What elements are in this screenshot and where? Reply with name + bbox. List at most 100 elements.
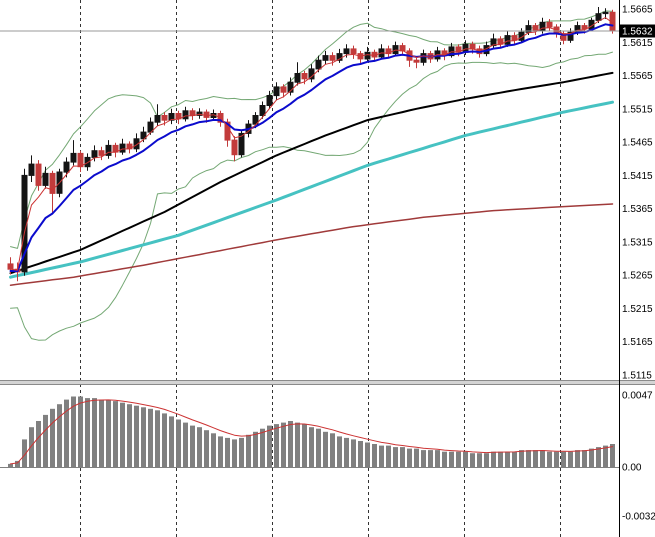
pane-separator[interactable] xyxy=(0,380,655,385)
pane-separator-band xyxy=(0,380,655,385)
histogram-bar xyxy=(582,450,587,467)
candle-body-up xyxy=(567,31,574,41)
histogram-bar xyxy=(330,433,335,467)
histogram-bar xyxy=(323,431,328,467)
histogram-bar xyxy=(477,453,482,467)
histogram-bar xyxy=(295,422,300,467)
candle-body-up xyxy=(119,143,126,153)
histogram-bar xyxy=(337,436,342,467)
histogram-bar xyxy=(365,442,370,467)
histogram-bar xyxy=(50,408,55,467)
histogram-bar xyxy=(484,453,489,467)
histogram-bar xyxy=(435,450,440,467)
histogram-bar xyxy=(309,427,314,467)
histogram-bar xyxy=(43,414,48,467)
price-axis-label: 1.5415 xyxy=(622,171,653,182)
candle-body-up xyxy=(273,86,280,97)
candle-body-up xyxy=(602,11,609,15)
histogram-bar xyxy=(344,437,349,467)
current-price-tag-label: 1.5632 xyxy=(622,27,653,38)
candle-body-down xyxy=(532,25,539,32)
histogram-bar xyxy=(183,422,188,467)
histogram-bar xyxy=(29,427,34,467)
candle-body-up xyxy=(322,55,329,61)
candle-body-up xyxy=(105,144,112,156)
candle-body-up xyxy=(91,150,98,158)
candle-body-up xyxy=(364,51,371,60)
candle-body-up xyxy=(448,46,455,57)
histogram-bar xyxy=(141,407,146,467)
histogram-bar xyxy=(498,451,503,467)
candle-body-up xyxy=(504,35,511,45)
histogram-bar xyxy=(428,450,433,467)
histogram-bar xyxy=(316,428,321,467)
histogram-bar xyxy=(148,408,153,467)
price-axis-label: 1.5315 xyxy=(622,237,653,248)
candle-body-up xyxy=(28,163,35,176)
histogram-bar xyxy=(22,439,27,467)
histogram-bar xyxy=(8,463,13,467)
bollinger-bands-upper xyxy=(10,10,613,249)
candle-body-up xyxy=(294,73,301,83)
histogram-bar xyxy=(267,425,272,467)
candle-body-down xyxy=(350,48,357,55)
histogram-bar xyxy=(127,404,132,467)
candlesticks xyxy=(7,7,616,282)
histogram-bar xyxy=(407,448,412,467)
candle-body-down xyxy=(413,59,420,63)
histogram-bar xyxy=(106,399,111,467)
histogram-bar xyxy=(281,422,286,467)
candle-body-up xyxy=(518,31,525,41)
histogram-bar xyxy=(162,413,167,467)
candle-body-up xyxy=(133,138,140,150)
histogram-bar xyxy=(400,447,405,467)
candle-body-up xyxy=(154,115,161,123)
histogram-bar xyxy=(491,451,496,467)
price-axis-label: 1.5565 xyxy=(622,71,653,82)
histogram-bar xyxy=(155,410,160,467)
candle-body-down xyxy=(546,21,553,28)
histogram-bar xyxy=(253,431,258,467)
candle-body-down xyxy=(98,150,105,156)
histogram-bar xyxy=(78,396,83,467)
histogram-bar xyxy=(463,451,468,467)
ema-blue xyxy=(9,23,614,273)
bollinger-bands-lower xyxy=(10,51,613,341)
histogram-bar xyxy=(85,398,90,467)
price-axis-label: 1.5665 xyxy=(622,5,653,16)
histogram-bar xyxy=(393,447,398,467)
candle-body-up xyxy=(140,131,147,140)
price-axis[interactable]: 1.5665 1.5615 1.5565 1.5515 1.5465 1.5415 1.53… xyxy=(619,0,655,537)
histogram-bar xyxy=(519,450,524,467)
current-price-tag: 1.5632 xyxy=(619,24,655,38)
candle-body-down xyxy=(469,43,476,50)
overlay-lines-fast xyxy=(9,17,614,273)
candle-body-down xyxy=(280,86,287,93)
candle-body-up xyxy=(84,156,91,168)
price-axis-label: 1.5365 xyxy=(622,204,653,215)
histogram-bar xyxy=(568,451,573,467)
histogram-bar xyxy=(15,460,20,467)
candle-body-up xyxy=(595,13,602,21)
candle-body-up xyxy=(196,111,203,116)
histogram-bar xyxy=(120,402,125,467)
histogram-bar xyxy=(274,424,279,467)
candle-body-up xyxy=(420,53,427,63)
histogram-bar xyxy=(610,444,615,467)
indicator-signal-line xyxy=(10,399,613,465)
candle-body-up xyxy=(70,152,77,163)
candle-body-up xyxy=(252,115,259,125)
histogram-bar xyxy=(176,419,181,467)
histogram-bar xyxy=(302,424,307,467)
histogram-bar xyxy=(204,430,209,467)
candle-body-down xyxy=(77,152,84,168)
histogram-bar xyxy=(92,398,97,467)
candle-body-up xyxy=(63,161,70,173)
candle-body-down xyxy=(581,25,588,30)
histogram-bar xyxy=(603,445,608,467)
price-axis-label: 1.5215 xyxy=(622,304,653,315)
overlay-lines-slow xyxy=(9,10,614,341)
candle-body-up xyxy=(42,172,49,186)
